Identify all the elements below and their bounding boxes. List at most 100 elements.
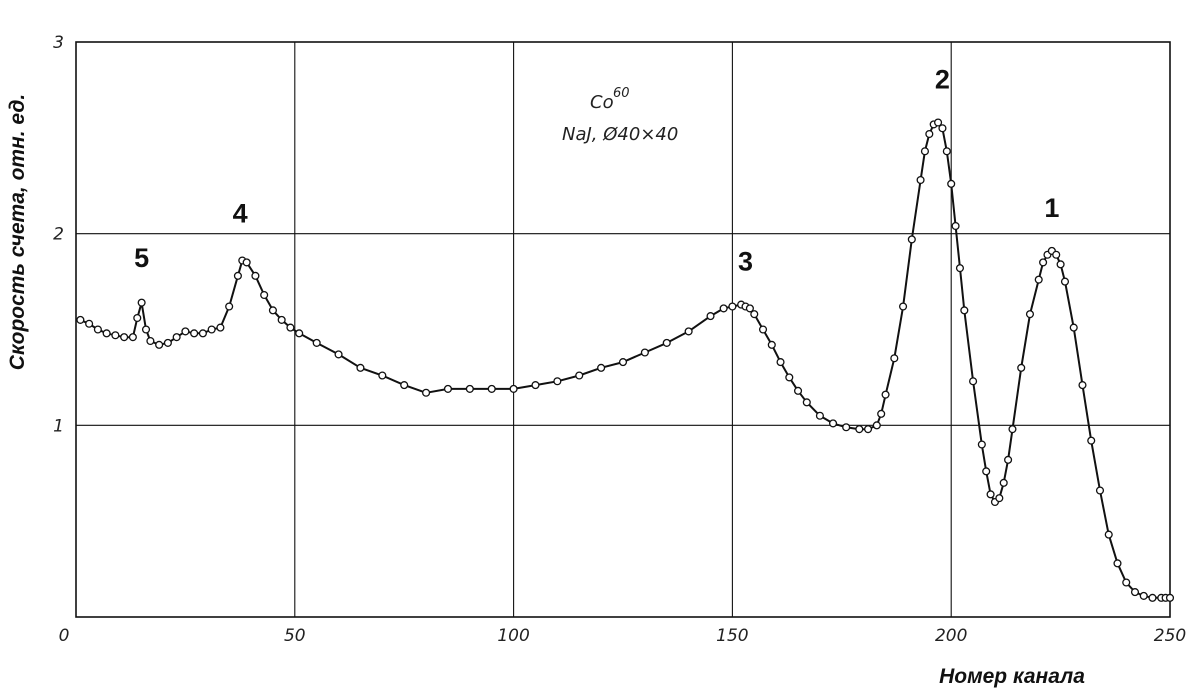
data-point bbox=[163, 338, 172, 347]
data-point bbox=[881, 390, 890, 399]
data-point bbox=[141, 325, 151, 334]
data-point bbox=[864, 425, 873, 434]
data-point bbox=[706, 312, 715, 321]
x-tick-label: 250 bbox=[1154, 626, 1186, 646]
peak-label: 2 bbox=[935, 65, 950, 95]
source-annotation: Co 60 NaJ, Ø40×40 bbox=[562, 86, 678, 145]
data-point bbox=[1104, 530, 1113, 539]
data-point bbox=[1004, 455, 1013, 464]
data-point bbox=[977, 440, 986, 449]
data-point bbox=[1056, 260, 1065, 269]
data-points bbox=[76, 118, 1175, 602]
data-point bbox=[312, 338, 321, 347]
data-point bbox=[295, 329, 304, 338]
data-point bbox=[758, 325, 768, 334]
peak-label: 3 bbox=[738, 247, 753, 277]
peak-labels: 1 2 3 4 5 bbox=[134, 65, 1059, 277]
data-point bbox=[793, 386, 803, 395]
data-point bbox=[378, 371, 387, 380]
data-point bbox=[1087, 436, 1096, 445]
x-tick-label: 200 bbox=[935, 626, 967, 646]
data-point bbox=[242, 258, 251, 267]
data-point bbox=[1148, 593, 1157, 602]
data-point bbox=[1078, 381, 1087, 390]
data-point bbox=[767, 340, 776, 349]
peak-label: 1 bbox=[1044, 193, 1059, 223]
data-point bbox=[719, 304, 728, 313]
data-point bbox=[1008, 425, 1017, 434]
data-point bbox=[1122, 578, 1131, 587]
data-point bbox=[85, 319, 94, 328]
data-point bbox=[268, 306, 277, 315]
data-point bbox=[1025, 310, 1035, 319]
data-point bbox=[260, 290, 269, 300]
x-tick-label: 150 bbox=[716, 626, 748, 646]
data-point bbox=[1034, 275, 1043, 284]
data-point bbox=[662, 338, 671, 347]
data-point bbox=[872, 421, 881, 430]
data-point bbox=[1165, 593, 1175, 602]
data-point bbox=[960, 306, 969, 315]
data-point bbox=[951, 221, 960, 231]
peak-label: 5 bbox=[134, 243, 149, 273]
data-point bbox=[422, 388, 431, 397]
data-point bbox=[128, 333, 137, 342]
data-point bbox=[1039, 258, 1048, 267]
data-point bbox=[815, 411, 824, 420]
isotope-symbol: Co bbox=[590, 92, 614, 113]
axis-ticks: 0 50 100 150 200 250 1 2 3 bbox=[53, 33, 1186, 646]
data-point bbox=[916, 175, 925, 185]
data-point bbox=[146, 336, 155, 346]
x-tick-label: 100 bbox=[497, 626, 529, 646]
data-point bbox=[1069, 323, 1078, 332]
data-point bbox=[907, 235, 916, 244]
data-point bbox=[925, 129, 934, 139]
data-point bbox=[938, 124, 947, 133]
data-point bbox=[899, 302, 908, 311]
data-point bbox=[225, 302, 234, 311]
data-point bbox=[102, 329, 111, 338]
data-point bbox=[947, 179, 956, 188]
data-point bbox=[982, 467, 991, 476]
data-point bbox=[251, 271, 260, 280]
plot-grid bbox=[75, 41, 1171, 618]
data-point bbox=[597, 363, 606, 372]
data-point bbox=[1113, 559, 1122, 568]
data-point bbox=[728, 302, 737, 311]
data-point bbox=[1060, 277, 1070, 286]
data-point bbox=[487, 384, 496, 393]
data-point bbox=[942, 147, 951, 156]
data-point bbox=[155, 340, 164, 349]
data-point bbox=[443, 384, 453, 393]
data-point bbox=[995, 494, 1004, 503]
data-point bbox=[890, 354, 899, 363]
data-point bbox=[509, 384, 518, 393]
data-point bbox=[802, 398, 811, 407]
isotope-mass-number: 60 bbox=[613, 86, 630, 101]
data-point bbox=[553, 377, 562, 386]
data-point bbox=[776, 358, 785, 367]
data-point bbox=[1139, 591, 1148, 600]
data-point bbox=[999, 478, 1008, 487]
data-point bbox=[465, 384, 474, 393]
y-tick-label: 2 bbox=[53, 225, 64, 245]
data-point bbox=[111, 331, 120, 340]
detector-label: NaJ, Ø40×40 bbox=[562, 124, 678, 145]
data-point bbox=[750, 310, 759, 319]
data-point bbox=[640, 348, 649, 357]
data-point bbox=[1017, 363, 1026, 372]
data-point bbox=[172, 333, 181, 342]
data-point bbox=[828, 419, 838, 428]
data-point bbox=[181, 327, 190, 336]
data-point bbox=[955, 264, 965, 273]
data-point bbox=[216, 323, 225, 332]
plot-frame bbox=[75, 41, 1171, 618]
data-point bbox=[855, 425, 864, 434]
data-point bbox=[618, 358, 628, 367]
data-point bbox=[934, 118, 943, 127]
y-axis-title: Скорость счета, отн. ед. bbox=[6, 94, 29, 370]
data-point bbox=[986, 490, 995, 499]
y-tick-label: 1 bbox=[53, 416, 64, 436]
data-point bbox=[1095, 486, 1105, 495]
